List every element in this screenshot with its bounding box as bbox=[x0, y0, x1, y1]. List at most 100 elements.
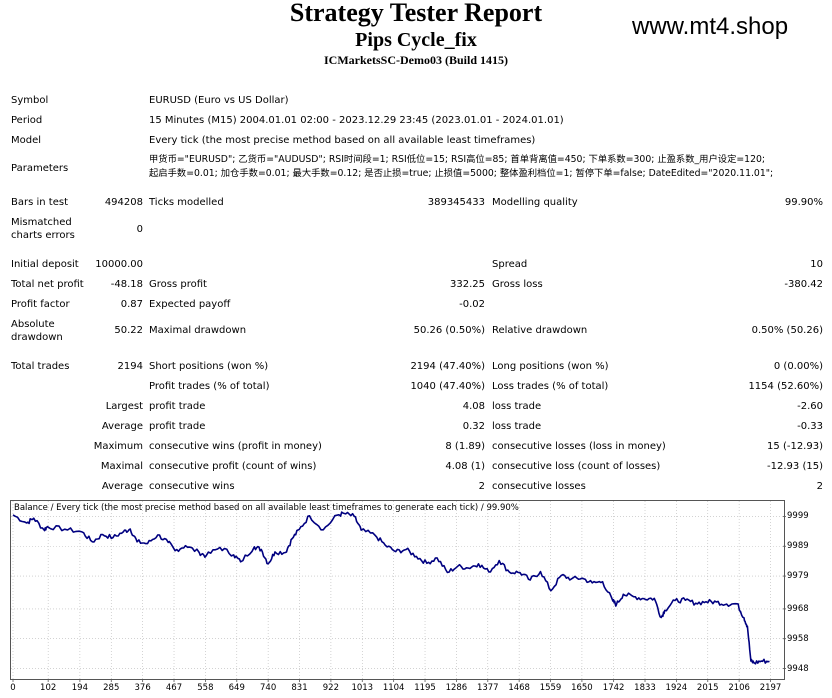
gross-loss-value: -380.42 bbox=[784, 279, 823, 290]
absolute-drawdown-value: 50.22 bbox=[114, 325, 143, 336]
maximal-consecutive-profit-label: consecutive profit (count of wins) bbox=[149, 461, 317, 472]
model-value: Every tick (the most precise method base… bbox=[149, 135, 536, 146]
max-consecutive-losses-value: 15 (-12.93) bbox=[767, 441, 823, 452]
maximal-consecutive-loss-value: -12.93 (15) bbox=[767, 461, 823, 472]
symbol-value: EURUSD (Euro vs US Dollar) bbox=[149, 95, 289, 106]
x-tick-label: 922 bbox=[322, 683, 339, 693]
quality-label: Modelling quality bbox=[492, 197, 578, 208]
long-positions-value: 0 (0.00%) bbox=[773, 361, 823, 372]
loss-trades-value: 1154 (52.60%) bbox=[748, 381, 823, 392]
x-tick-label: 102 bbox=[40, 683, 57, 693]
y-tick-label: 9948 bbox=[787, 663, 809, 674]
maximum-label: Maximum bbox=[93, 441, 143, 452]
x-tick-label: 0 bbox=[10, 683, 16, 693]
bars-label: Bars in test bbox=[11, 197, 68, 208]
profit-factor-label: Profit factor bbox=[11, 299, 70, 310]
y-tick-label: 9979 bbox=[787, 571, 809, 582]
period-label: Period bbox=[11, 115, 43, 126]
maximal-label: Maximal bbox=[100, 461, 143, 472]
ticks-label: Ticks modelled bbox=[149, 197, 224, 208]
x-tick-label: 1377 bbox=[476, 683, 499, 693]
net-profit-label: Total net profit bbox=[11, 279, 84, 290]
spread-value: 10 bbox=[810, 259, 823, 270]
chart-caption: Balance / Every tick (the most precise m… bbox=[14, 503, 519, 513]
profit-trades-label: Profit trades (% of total) bbox=[149, 381, 270, 392]
profit-factor-value: 0.87 bbox=[120, 299, 143, 310]
max-consecutive-losses-label: consecutive losses (loss in money) bbox=[492, 441, 666, 452]
gross-profit-label: Gross profit bbox=[149, 279, 207, 290]
symbol-label: Symbol bbox=[11, 95, 49, 106]
maximal-drawdown-value: 50.26 (0.50%) bbox=[413, 325, 485, 336]
parameters-line-2: 起启手数=0.01; 加仓手数=0.01; 最大手数=0.12; 是否止损=tr… bbox=[149, 168, 774, 179]
x-tick-label: 1195 bbox=[414, 683, 436, 693]
largest-loss-trade-label: loss trade bbox=[492, 401, 542, 412]
mismatch-label-1: Mismatched bbox=[11, 217, 72, 228]
x-tick-label: 1468 bbox=[508, 683, 530, 693]
short-positions-label: Short positions (won %) bbox=[149, 361, 269, 372]
avg-consecutive-wins-label: consecutive wins bbox=[149, 481, 235, 492]
avg-label: Average bbox=[101, 481, 143, 492]
x-tick-label: 1286 bbox=[445, 683, 468, 693]
net-profit-value: -48.18 bbox=[110, 279, 143, 290]
x-tick-label: 1924 bbox=[665, 683, 688, 693]
avg-consecutive-wins-value: 2 bbox=[478, 481, 485, 492]
x-tick-label: 831 bbox=[291, 683, 308, 693]
average-label: Average bbox=[101, 421, 143, 432]
avg-consecutive-losses-value: 2 bbox=[816, 481, 823, 492]
expert-name: Pips Cycle_fix bbox=[355, 29, 477, 51]
average-loss-trade-value: -0.33 bbox=[797, 421, 823, 432]
largest-profit-trade-value: 4.08 bbox=[462, 401, 485, 412]
maximal-consecutive-profit-value: 4.08 (1) bbox=[445, 461, 485, 472]
gross-profit-value: 332.25 bbox=[450, 279, 485, 290]
x-tick-label: 376 bbox=[134, 683, 151, 693]
x-tick-label: 2106 bbox=[728, 683, 750, 693]
x-tick-label: 740 bbox=[260, 683, 277, 693]
x-tick-label: 1833 bbox=[634, 683, 656, 693]
watermark-text: www.mt4.shop bbox=[632, 13, 789, 40]
x-tick-label: 194 bbox=[71, 683, 88, 693]
total-trades-label: Total trades bbox=[11, 361, 70, 372]
x-tick-label: 1013 bbox=[351, 683, 374, 693]
server-info: ICMarketsSC-Demo03 (Build 1415) bbox=[324, 53, 508, 67]
y-tick-label: 9958 bbox=[787, 633, 809, 644]
x-tick-label: 467 bbox=[165, 683, 183, 693]
deposit-value: 10000.00 bbox=[95, 259, 143, 270]
ticks-value: 389345433 bbox=[427, 197, 485, 208]
parameters-label: Parameters bbox=[11, 163, 69, 174]
average-profit-trade-label: profit trade bbox=[149, 421, 206, 432]
long-positions-label: Long positions (won %) bbox=[492, 361, 609, 372]
largest-label: Largest bbox=[105, 401, 143, 412]
maximal-drawdown-label: Maximal drawdown bbox=[149, 325, 247, 336]
largest-loss-trade-value: -2.60 bbox=[797, 401, 823, 412]
mismatch-label-2: charts errors bbox=[11, 230, 75, 241]
x-tick-label: 1104 bbox=[382, 683, 405, 693]
relative-drawdown-label: Relative drawdown bbox=[492, 325, 588, 336]
max-consecutive-wins-label: consecutive wins (profit in money) bbox=[149, 441, 322, 452]
average-profit-trade-value: 0.32 bbox=[462, 421, 485, 432]
short-positions-value: 2194 (47.40%) bbox=[410, 361, 485, 372]
maximal-consecutive-loss-label: consecutive loss (count of losses) bbox=[492, 461, 661, 472]
loss-trades-label: Loss trades (% of total) bbox=[492, 381, 609, 392]
x-tick-label: 2015 bbox=[696, 683, 719, 693]
y-tick-label: 9968 bbox=[787, 603, 809, 614]
average-loss-trade-label: loss trade bbox=[492, 421, 542, 432]
largest-profit-trade-label: profit trade bbox=[149, 401, 206, 412]
period-value: 15 Minutes (M15) 2004.01.01 02:00 - 2023… bbox=[149, 115, 564, 126]
expected-payoff-label: Expected payoff bbox=[149, 299, 231, 310]
x-tick-label: 1742 bbox=[602, 683, 625, 693]
absolute-drawdown-label-2: drawdown bbox=[11, 332, 63, 343]
x-tick-label: 285 bbox=[103, 683, 120, 693]
parameters-line-1: 甲货币="EURUSD"; 乙货币="AUDUSD"; RSI时间段=1; RS… bbox=[149, 154, 766, 165]
x-tick-label: 649 bbox=[228, 683, 245, 693]
x-tick-label: 558 bbox=[197, 683, 214, 693]
quality-value: 99.90% bbox=[784, 197, 823, 208]
total-trades-value: 2194 bbox=[117, 361, 143, 372]
x-tick-label: 1559 bbox=[539, 683, 562, 693]
expected-payoff-value: -0.02 bbox=[459, 299, 485, 310]
x-tick-label: 2197 bbox=[759, 683, 782, 693]
bars-value: 494208 bbox=[104, 197, 143, 208]
deposit-label: Initial deposit bbox=[11, 259, 79, 270]
balance-chart-frame bbox=[10, 500, 785, 680]
model-label: Model bbox=[11, 135, 42, 146]
y-tick-label: 9989 bbox=[787, 541, 809, 552]
